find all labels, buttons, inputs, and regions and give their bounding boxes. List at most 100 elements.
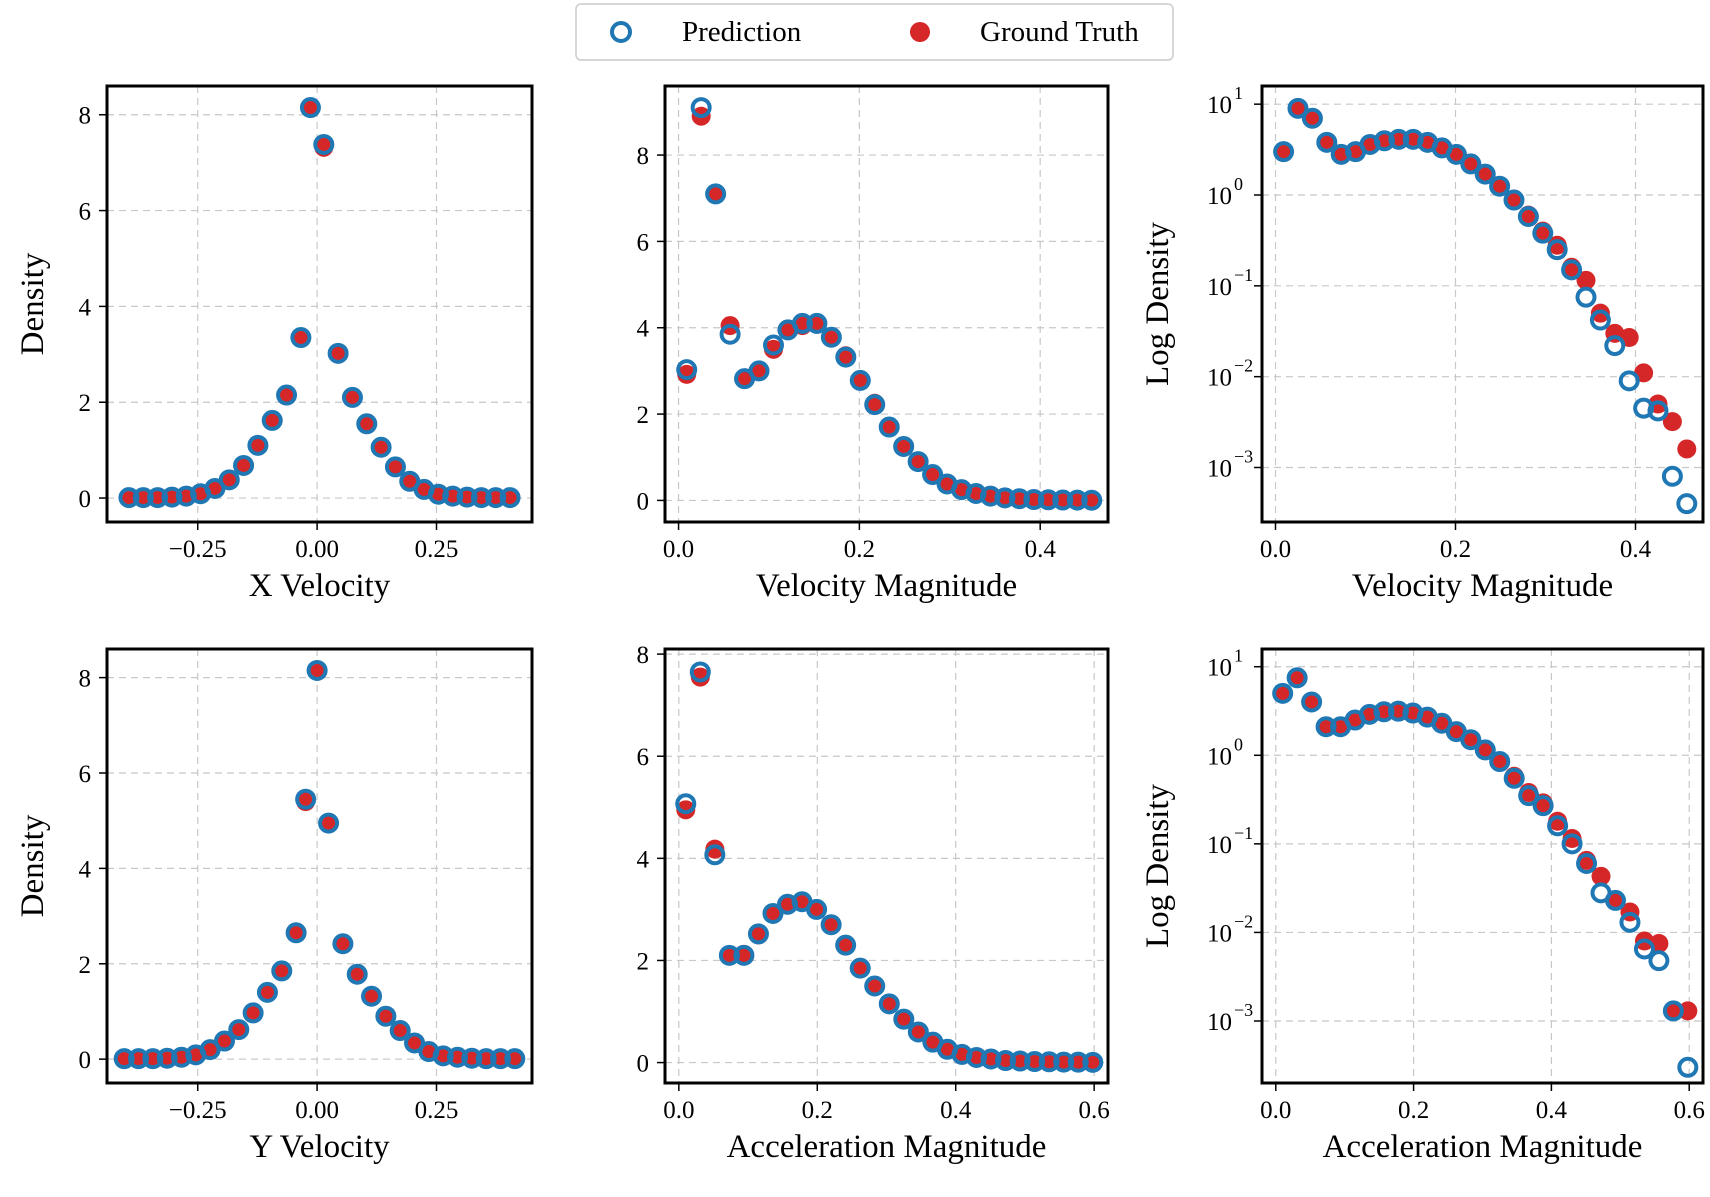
prediction-point [1460, 153, 1482, 175]
y-tick-exponent: −3 [1234, 1000, 1253, 1020]
legend-frame [575, 3, 1174, 61]
prediction-point [1273, 141, 1295, 163]
prediction-point [1676, 493, 1698, 515]
x-axis-label: Y Velocity [249, 1129, 390, 1165]
ground-truth-point [1678, 1001, 1698, 1021]
prediction-point [295, 788, 317, 810]
prediction-point [356, 413, 378, 435]
legend-ground-truth-marker [910, 22, 930, 42]
prediction-point [218, 469, 240, 491]
prediction-point [1358, 703, 1380, 725]
prediction-point [161, 486, 183, 508]
prediction-point [170, 1046, 192, 1068]
y-tick-label: 0 [79, 1047, 92, 1074]
prediction-point [427, 483, 449, 505]
prediction-point [965, 1046, 987, 1068]
ground-truth-point [1662, 412, 1682, 432]
y-tick-label: 10 [1207, 92, 1232, 119]
prediction-point [994, 487, 1016, 509]
prediction-point [1301, 691, 1323, 713]
prediction-point [747, 923, 769, 945]
prediction-point [835, 346, 857, 368]
prediction-point [1503, 767, 1525, 789]
prediction-point [389, 1020, 411, 1042]
prediction-point [1330, 143, 1352, 165]
y-tick-exponent: −3 [1234, 447, 1253, 467]
legend-prediction-marker [610, 21, 632, 43]
prediction-point [675, 793, 697, 815]
prediction-point [1561, 259, 1583, 281]
prediction-point [1532, 222, 1554, 244]
ground-truth-point [676, 800, 696, 820]
prediction-point [893, 435, 915, 457]
axes-frame [663, 647, 1110, 1085]
prediction-point [849, 369, 871, 391]
y-tick-label: 6 [637, 744, 650, 771]
y-axis-label: Log Density [1140, 221, 1176, 386]
x-tick-label: 0.2 [1440, 536, 1471, 563]
y-tick-label: 2 [79, 390, 92, 417]
y-tick-label: 4 [637, 846, 650, 873]
prediction-point [878, 416, 900, 438]
y-tick-label: 10 [1207, 920, 1232, 947]
y-tick-label: 10 [1207, 655, 1232, 682]
prediction-point [1589, 309, 1611, 331]
y-axis-label: Density [15, 252, 51, 355]
y-axis-label: Log Density [1140, 783, 1176, 948]
x-axis-label: X Velocity [249, 568, 391, 604]
prediction-point [820, 914, 842, 936]
y-tick-label: 10 [1207, 743, 1232, 770]
prediction-point [980, 1048, 1002, 1070]
prediction-point [375, 1005, 397, 1027]
y-tick-label: 8 [637, 642, 650, 669]
prediction-point [1576, 853, 1598, 875]
ground-truth-point [1562, 828, 1582, 848]
prediction-point [1546, 239, 1568, 261]
legend: Prediction Ground Truth [575, 3, 1174, 61]
axes-frame [663, 84, 1110, 524]
prediction-point [1618, 370, 1640, 392]
prediction-point [261, 409, 283, 431]
prediction-point [1474, 739, 1496, 761]
prediction-point [489, 1048, 511, 1070]
x-axis-label: Velocity Magnitude [756, 568, 1017, 604]
prediction-point [142, 1048, 164, 1070]
ground-truth-point [1576, 270, 1596, 290]
prediction-point [705, 183, 727, 205]
x-tick-label: 0.6 [1079, 1097, 1110, 1124]
prediction-point [1662, 1000, 1684, 1022]
prediction-point [447, 1046, 469, 1068]
prediction-point [1661, 465, 1683, 487]
prediction-point [1388, 128, 1410, 150]
prediction-point [1272, 682, 1294, 704]
prediction-point [233, 454, 255, 476]
legend-ground-truth-label: Ground Truth [980, 16, 1139, 48]
prediction-point [1604, 335, 1626, 357]
x-tick-label: 0.4 [940, 1097, 972, 1124]
prediction-point [318, 812, 340, 834]
prediction-point [864, 394, 886, 416]
ground-truth-point [1677, 439, 1697, 459]
y-tick-exponent: 1 [1234, 646, 1243, 666]
prediction-point [432, 1045, 454, 1067]
prediction-point [676, 359, 698, 381]
y-tick-label: 10 [1207, 832, 1232, 859]
prediction-point [290, 327, 312, 349]
prediction-point [327, 342, 349, 364]
y-tick-exponent: −2 [1234, 356, 1253, 376]
prediction-point [1575, 286, 1597, 308]
prediction-point [370, 436, 392, 458]
prediction-point [504, 1048, 526, 1070]
ground-truth-point [677, 364, 697, 384]
x-tick-label: −0.25 [169, 536, 227, 563]
prediction-point [1009, 1050, 1031, 1072]
y-tick-label: 6 [637, 229, 650, 256]
prediction-point [113, 1048, 135, 1070]
y-axis-label: Density [15, 814, 51, 917]
panel-y-velocity: −0.25 0.00 0.25 0 2 4 6 8 Y Velocity Density [15, 647, 534, 1165]
prediction-point [820, 326, 842, 348]
y-tick-label: 10 [1207, 183, 1232, 210]
y-tick-label: 10 [1207, 274, 1232, 301]
